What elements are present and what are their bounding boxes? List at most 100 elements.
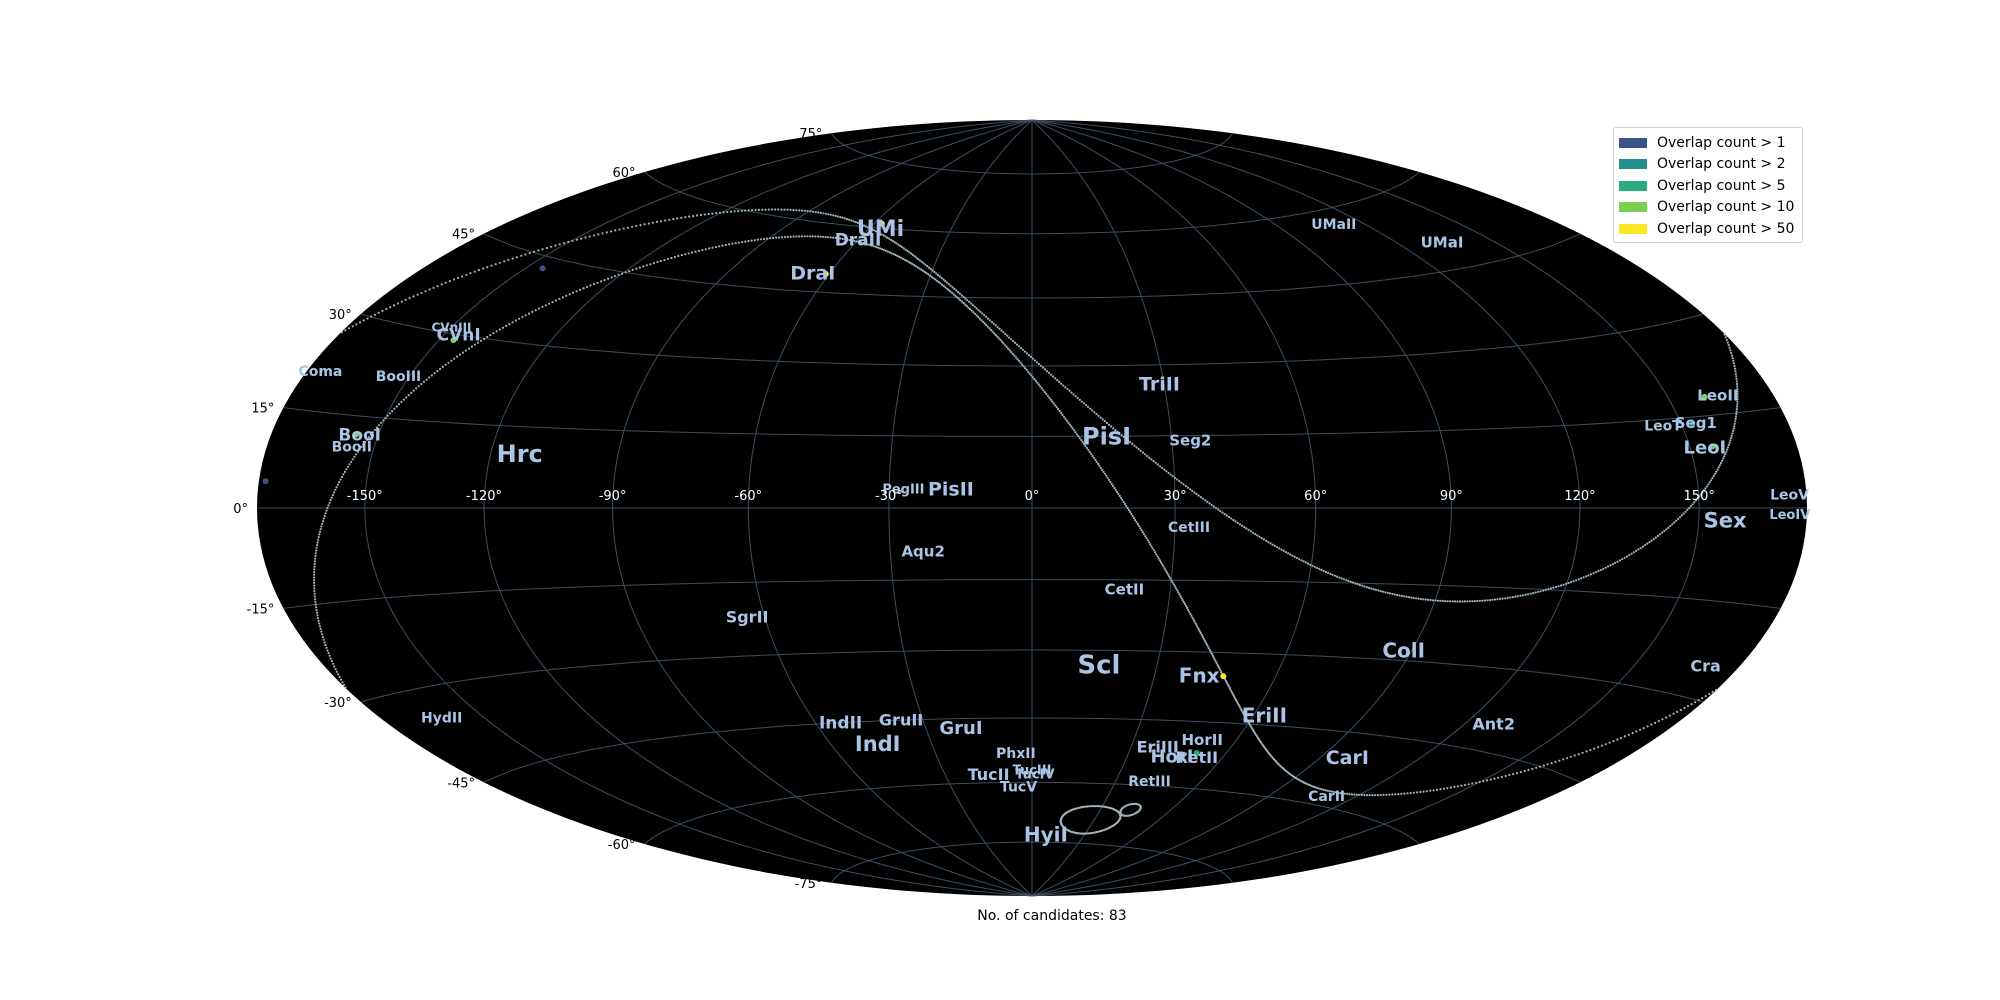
footprint-dot [425, 378, 428, 381]
footprint-dot [1403, 792, 1406, 795]
footprint-dot [328, 654, 331, 657]
footprint-dot [1623, 556, 1626, 559]
footprint-dot [1324, 570, 1327, 574]
footprint-dot [1735, 382, 1739, 386]
footprint-dot [1050, 373, 1053, 376]
footprint-dot [916, 266, 919, 269]
footprint-dot [373, 428, 376, 431]
footprint-dot [728, 243, 731, 246]
footprint-dot [1566, 757, 1569, 760]
footprint-dot [1163, 567, 1166, 570]
footprint-dot [1042, 389, 1045, 392]
footprint-dot [1225, 514, 1228, 517]
footprint-dot [1193, 620, 1196, 623]
footprint-dot [1400, 792, 1403, 796]
galaxy-label: LeoT [1644, 418, 1682, 434]
footprint-dot [1193, 491, 1196, 494]
footprint-dot [711, 212, 714, 215]
footprint-dot [1110, 482, 1113, 485]
footprint-dot [854, 221, 857, 224]
footprint-dot [1673, 521, 1676, 524]
footprint-dot [806, 235, 809, 238]
footprint-dot [313, 589, 316, 593]
footprint-dot [1529, 592, 1532, 595]
footprint-dot [528, 252, 531, 255]
footprint-dot [331, 493, 334, 497]
footprint-dot [819, 235, 822, 238]
footprint-dot [718, 245, 721, 248]
footprint-dot [882, 234, 885, 237]
footprint-dot [1045, 392, 1048, 395]
footprint-dot [1397, 793, 1400, 796]
footprint-dot [318, 530, 322, 533]
footprint-dot [1151, 547, 1154, 550]
footprint-dot [1358, 793, 1361, 796]
footprint-dot [1126, 439, 1130, 442]
footprint-dot [318, 625, 321, 628]
footprint-dot [1711, 477, 1714, 480]
footprint-dot [1597, 746, 1600, 749]
footprint-dot [607, 277, 610, 280]
footprint-dot [365, 438, 369, 441]
footprint-dot [1734, 372, 1737, 375]
footprint-dot [1701, 491, 1704, 494]
footprint-dot [351, 325, 354, 328]
footprint-dot [1637, 548, 1640, 551]
footprint-dot [947, 283, 951, 286]
footprint-dot [780, 236, 784, 239]
footprint-dot [508, 323, 511, 326]
footprint-dot [985, 323, 988, 327]
footprint-dot [1004, 333, 1007, 336]
footprint-dot [1247, 721, 1250, 724]
galaxy-label: LeoI [1684, 437, 1727, 458]
footprint-dot [1235, 700, 1238, 703]
footprint-dot [377, 424, 381, 427]
candidate-point [539, 265, 546, 272]
footprint-dot [1078, 398, 1081, 401]
footprint-dot [400, 400, 403, 403]
footprint-dot [1084, 444, 1087, 448]
footprint-dot [1141, 451, 1144, 454]
footprint-dot [964, 297, 967, 300]
footprint-dot [1419, 790, 1422, 794]
footprint-dot [1644, 544, 1647, 547]
footprint-dot [1080, 400, 1083, 403]
footprint-dot [1493, 777, 1496, 780]
footprint-dot [1587, 574, 1590, 577]
meridian-line [612, 119, 1033, 897]
footprint-dot [1309, 563, 1312, 566]
footprint-dot [492, 332, 495, 335]
footprint-dot [1708, 692, 1711, 696]
footprint-dot [1214, 506, 1218, 510]
footprint-dot [1129, 510, 1132, 514]
footprint-dot [889, 238, 893, 241]
footprint-dot [1412, 791, 1415, 794]
footprint-dot [763, 237, 766, 241]
footprint-dot [927, 273, 930, 276]
footprint-dot [1036, 381, 1039, 384]
footprint-dot [899, 244, 902, 247]
footprint-dot [824, 235, 827, 239]
footprint-dot [1134, 519, 1137, 522]
footprint-dot [1191, 616, 1194, 619]
footprint-dot [1180, 597, 1183, 600]
footprint-dot [1055, 406, 1058, 409]
footprint-dot [663, 258, 666, 262]
footprint-dot [1179, 595, 1182, 598]
footprint-dot [1247, 528, 1250, 532]
footprint-dot [436, 285, 439, 288]
footprint-dot [1115, 490, 1119, 493]
candidate-point [1701, 393, 1708, 400]
footprint-dot [724, 243, 727, 247]
footprint-dot [895, 242, 898, 245]
footprint-dot [1388, 592, 1392, 595]
lat-tick-label: -45° [447, 776, 475, 791]
footprint-dot [1417, 597, 1420, 600]
footprint-dot [1620, 736, 1623, 740]
footprint-dot [1581, 751, 1584, 754]
footprint-dot [1073, 429, 1076, 432]
footprint-dot [1159, 561, 1163, 564]
footprint-dot [1736, 403, 1739, 406]
footprint-dot [1118, 494, 1121, 497]
footprint-dot [313, 562, 316, 566]
